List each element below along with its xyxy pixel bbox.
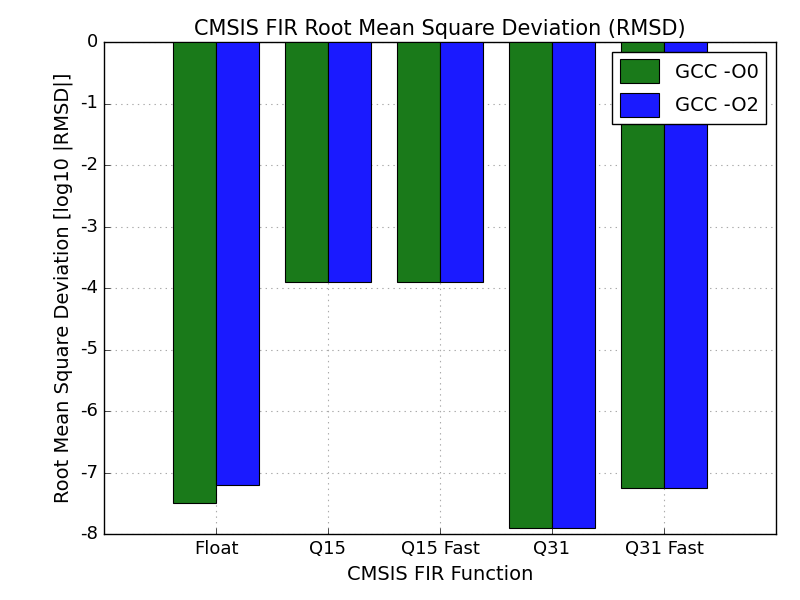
Legend: GCC -O0, GCC -O2: GCC -O0, GCC -O2 [612, 52, 766, 124]
Bar [216, 42, 258, 485]
Bar [328, 42, 370, 282]
Bar [398, 42, 440, 282]
X-axis label: CMSIS FIR Function: CMSIS FIR Function [347, 565, 533, 583]
Bar [286, 42, 328, 282]
Bar [552, 42, 594, 528]
Bar [510, 42, 552, 528]
Bar [174, 42, 216, 503]
Bar [664, 42, 706, 488]
Title: CMSIS FIR Root Mean Square Deviation (RMSD): CMSIS FIR Root Mean Square Deviation (RM… [194, 19, 686, 39]
Bar [622, 42, 664, 488]
Y-axis label: Root Mean Square Deviation [log10 |RMSD|]: Root Mean Square Deviation [log10 |RMSD|… [54, 73, 74, 503]
Bar [440, 42, 482, 282]
